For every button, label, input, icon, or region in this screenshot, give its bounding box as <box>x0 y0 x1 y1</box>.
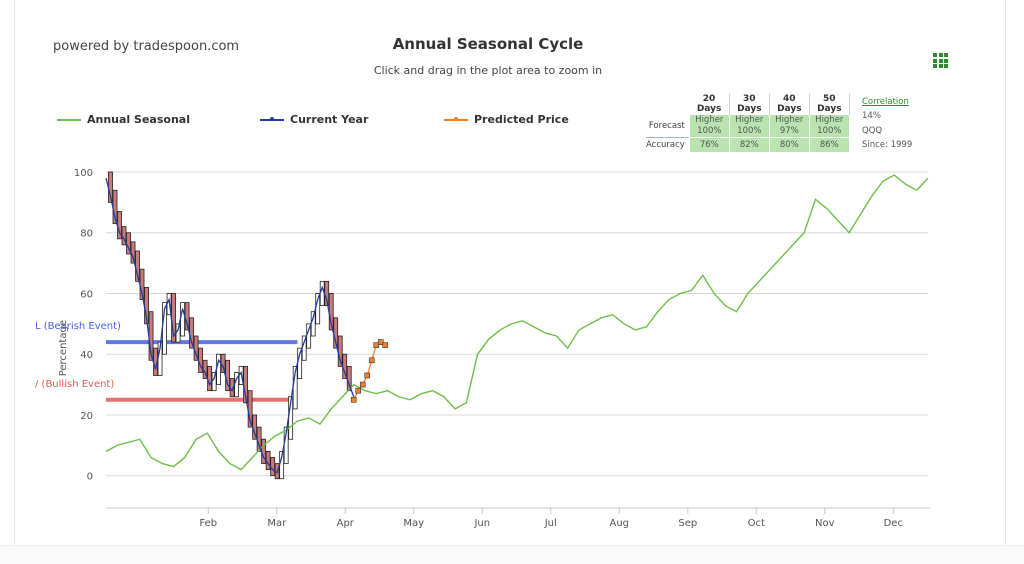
x-tick-label: Nov <box>815 518 835 529</box>
candle <box>265 451 271 471</box>
frame-left-border <box>14 0 15 545</box>
candle <box>207 365 212 392</box>
predicted-point <box>350 396 357 403</box>
series-line <box>105 174 929 471</box>
x-tick-label: Oct <box>748 518 765 529</box>
grid-menu-icon[interactable] <box>933 53 948 68</box>
legend-label: Annual Seasonal <box>87 113 190 126</box>
y-tick-label: 60 <box>80 289 93 300</box>
accuracy-cell: 80% <box>768 137 810 153</box>
legend-label: Current Year <box>290 113 369 126</box>
y-tick-label: 80 <box>80 229 93 240</box>
since-label: Since: 1999 <box>862 140 913 150</box>
x-tick-label: Apr <box>337 518 355 529</box>
event-label: / (Bullish Event) <box>35 379 114 390</box>
forecast-cell: Higher 100% <box>808 114 850 138</box>
x-tick-label: Aug <box>610 518 630 529</box>
x-tick-label: Sep <box>678 518 697 529</box>
x-tick-label: Jul <box>544 518 557 529</box>
series-line <box>105 177 355 474</box>
predicted-point <box>382 342 389 348</box>
frame-right-border <box>1005 0 1006 545</box>
x-tick-label: Jun <box>473 518 490 529</box>
y-tick-label: 0 <box>87 472 93 483</box>
candle <box>130 241 136 264</box>
legend-item-predicted-price[interactable]: Predicted Price <box>444 113 569 126</box>
forecast-table: 20 Days 30 Days 40 Days 50 Days Forecast… <box>646 94 850 153</box>
accuracy-row-label: Accuracy <box>646 137 690 153</box>
event-label: L (Bearish Event) <box>35 321 121 332</box>
ticker-label: QQQ <box>862 126 883 136</box>
chart-title: Annual Seasonal Cycle <box>392 35 584 53</box>
candle <box>270 457 276 477</box>
correlation-link[interactable]: Correlation <box>862 97 909 107</box>
legend-line-icon <box>57 118 81 121</box>
predicted-point <box>355 387 362 394</box>
powered-by-label: powered by tradespoon.com <box>53 39 240 54</box>
legend-line-icon <box>260 116 284 121</box>
accuracy-cell: 76% <box>688 137 730 153</box>
legend-label: Predicted Price <box>474 113 569 126</box>
forecast-header: 30 Days <box>729 94 770 115</box>
forecast-cell: Higher 97% <box>768 114 810 138</box>
forecast-header: 40 Days <box>769 94 810 115</box>
predicted-point <box>364 372 371 379</box>
candle <box>216 353 222 385</box>
forecast-cell: Higher 100% <box>728 114 770 138</box>
legend-item-current-year[interactable]: Current Year <box>260 113 368 126</box>
candle <box>180 302 185 337</box>
x-tick-label: Mar <box>267 518 287 529</box>
chart-subtitle: Click and drag in the plot area to zoom … <box>373 64 603 77</box>
y-axis-label: Percentage <box>58 320 69 376</box>
x-tick-label: May <box>403 518 424 529</box>
y-tick-label: 20 <box>80 411 93 422</box>
y-tick-label: 100 <box>74 168 93 179</box>
candle <box>175 323 181 343</box>
frame-bottom-bar <box>0 545 1024 564</box>
forecast-row-label: Forecast <box>648 120 685 131</box>
legend-item-annual-seasonal[interactable]: Annual Seasonal <box>57 113 190 126</box>
x-tick-label: Dec <box>884 518 903 529</box>
predicted-point <box>359 381 366 388</box>
accuracy-cell: 86% <box>808 137 850 153</box>
predicted-point <box>377 339 384 345</box>
forecast-header: 20 Days <box>689 94 730 115</box>
candle <box>319 280 325 307</box>
correlation-value: 14% <box>862 111 881 121</box>
predicted-point <box>373 342 380 348</box>
forecast-header: 50 Days <box>809 94 850 115</box>
x-tick-label: Feb <box>199 518 217 529</box>
accuracy-cell: 82% <box>728 137 770 153</box>
y-tick-label: 40 <box>80 350 93 361</box>
predicted-point <box>368 357 375 364</box>
legend-line-icon <box>444 116 468 121</box>
